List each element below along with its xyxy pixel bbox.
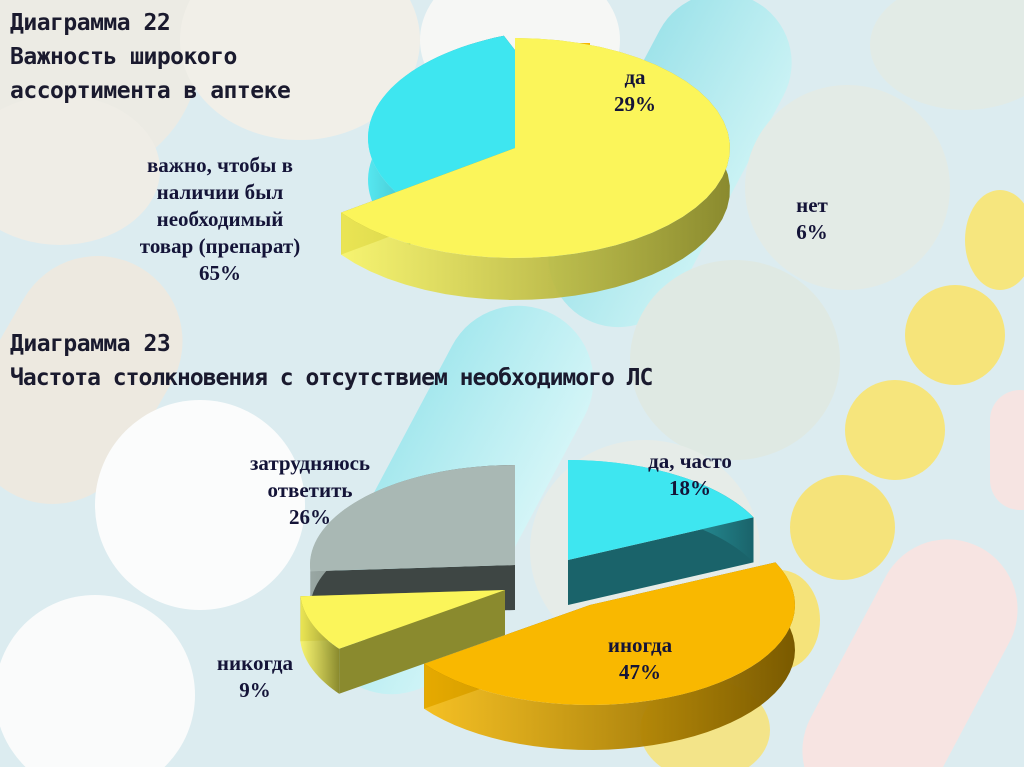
pie-slice (300, 590, 505, 694)
pie-slice (568, 460, 754, 605)
chart23-label-hard-to-say: затрудняюсь ответить 26% (249, 451, 371, 529)
chart22-label-no: нет 6% (796, 193, 828, 244)
diagram23-title-text: Частота столкновения с отсутствием необх… (10, 365, 653, 391)
diagram23-number: Диаграмма 23 (10, 331, 171, 357)
diagram23-title: Диаграмма 23 Частота столкновения с отсу… (10, 327, 653, 395)
diagram22-title: Диаграмма 22 Важность широкого ассортиме… (10, 6, 291, 108)
chart23-label-sometimes: иногда 47% (607, 633, 673, 684)
diagram22-title-line2: ассортимента в аптеке (10, 78, 291, 104)
pie-chart-22 (341, 35, 730, 300)
diagram22-title-line1: Важность широкого (10, 44, 237, 70)
pie-slice (424, 562, 795, 750)
pie-slice (341, 38, 730, 300)
pie-chart-23 (300, 460, 795, 750)
chart22-label-yes: да 29% (614, 65, 656, 116)
chart23-label-never: никогда 9% (216, 651, 294, 702)
chart23-label-often: да, часто 18% (648, 449, 732, 500)
chart22-label-important: важно, чтобы в наличии был необходимый т… (139, 153, 301, 285)
pie-slice (310, 465, 515, 617)
diagram22-number: Диаграмма 22 (10, 10, 171, 36)
